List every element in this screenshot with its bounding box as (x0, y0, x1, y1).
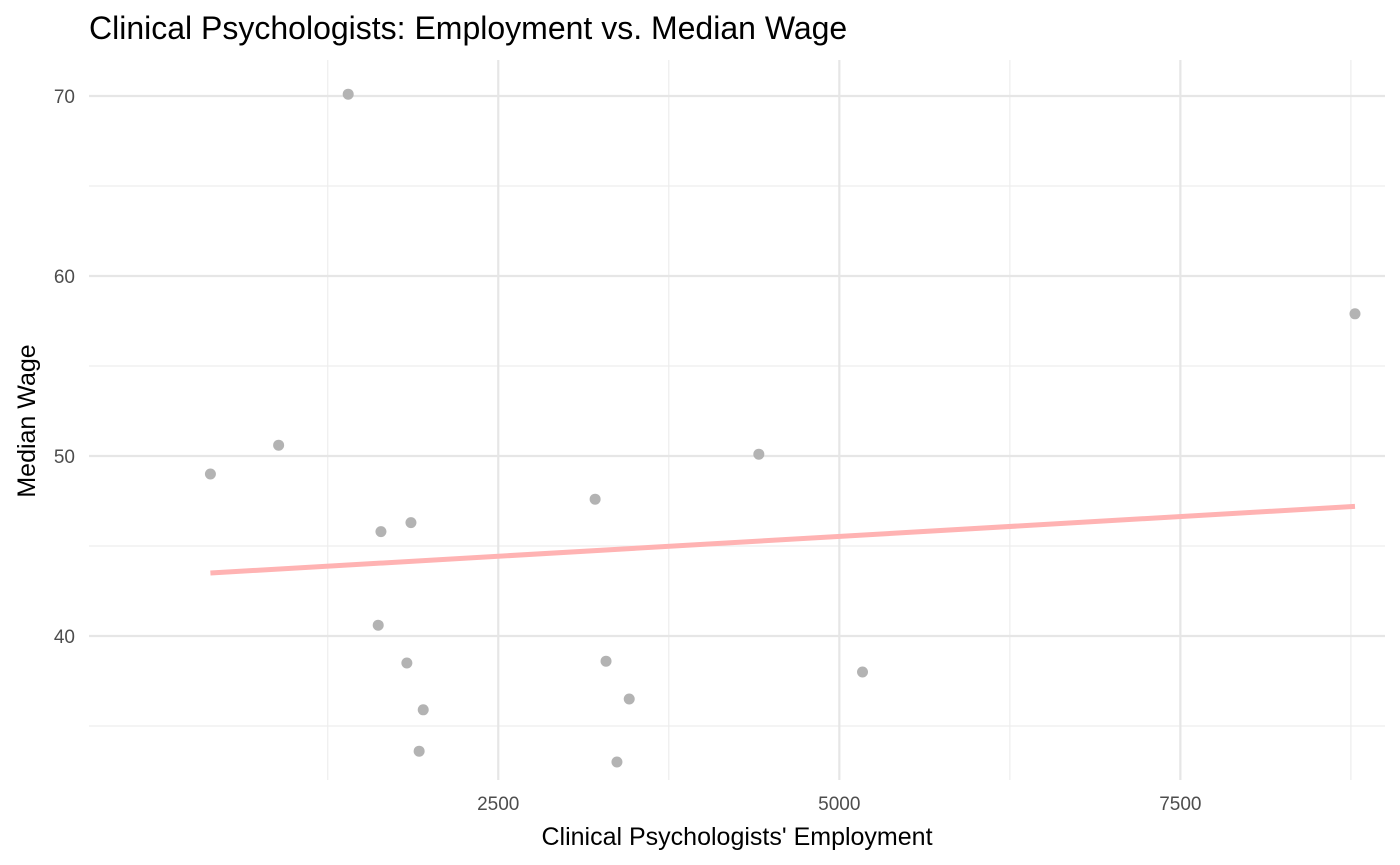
y-tick-label: 40 (54, 627, 75, 648)
data-point (405, 517, 417, 529)
data-point (753, 448, 765, 460)
y-tick-label: 50 (54, 447, 75, 468)
data-point (342, 88, 354, 100)
trend-line-group (210, 503, 1356, 576)
data-point (611, 756, 623, 768)
x-axis-title: Clinical Psychologists' Employment (541, 823, 932, 851)
x-tick-label: 7500 (1159, 794, 1201, 815)
data-point (204, 468, 216, 480)
trend-line (210, 503, 1356, 576)
chart-title: Clinical Psychologists: Employment vs. M… (89, 10, 847, 46)
y-tick-label: 60 (54, 267, 75, 288)
data-point (623, 693, 635, 705)
x-tick-label: 2500 (477, 794, 519, 815)
data-point (372, 619, 384, 631)
data-point (589, 493, 601, 505)
data-points (204, 88, 1361, 768)
data-point (401, 657, 413, 669)
data-point (857, 666, 869, 678)
data-point (1349, 308, 1361, 320)
data-point (375, 526, 387, 538)
y-tick-label: 70 (54, 87, 75, 108)
grid (89, 60, 1385, 780)
data-point (417, 704, 429, 716)
tick-labels: 2500 5000 7500 40 50 60 70 (54, 87, 1202, 815)
x-tick-label: 5000 (818, 794, 860, 815)
data-point (413, 745, 425, 757)
data-point (600, 655, 612, 667)
data-point (273, 439, 285, 451)
y-axis-title: Median Wage (13, 344, 41, 497)
